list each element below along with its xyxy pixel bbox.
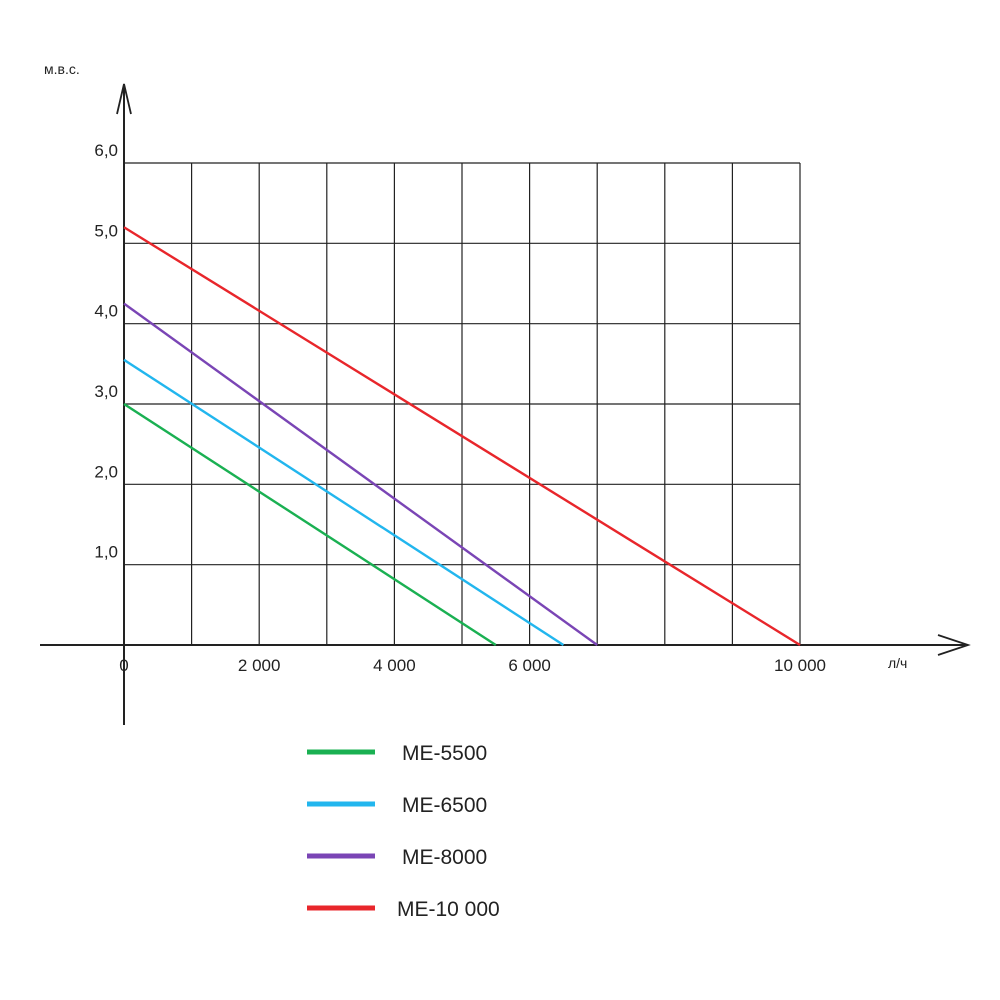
series-line	[123, 226, 801, 647]
legend-label: ME-10 000	[397, 898, 500, 921]
x-tick-label: 0	[119, 656, 128, 675]
series-line	[123, 358, 565, 647]
y-axis-arrow-icon	[116, 83, 132, 115]
y-tick-label: 3,0	[94, 382, 118, 401]
legend-label: ME-8000	[402, 846, 487, 869]
legend: ME-5500 ME-6500 ME-8000 ME-10 000	[307, 742, 500, 921]
x-tick-label: 10 000	[774, 656, 826, 675]
y-tick-label: 4,0	[94, 302, 118, 321]
x-tick-label: 6 000	[508, 656, 551, 675]
x-tick-label: 2 000	[238, 656, 281, 675]
grid	[124, 162, 801, 645]
y-tick-label: 5,0	[94, 221, 118, 240]
y-tick-label: 1,0	[94, 543, 118, 562]
y-tick-label: 2,0	[94, 462, 118, 481]
x-axis-arrow-icon	[937, 634, 971, 656]
y-tick-label: 6,0	[94, 141, 118, 160]
legend-label: ME-5500	[402, 742, 487, 765]
series-line	[123, 402, 497, 647]
x-tick-label: 4 000	[373, 656, 416, 675]
series	[123, 226, 801, 647]
y-axis-label: м.в.с.	[44, 61, 80, 77]
series-line	[123, 302, 598, 646]
x-axis-label: л/ч	[888, 655, 907, 671]
tick-labels: 0 2 000 4 000 6 000 10 000 1,0 2,0 3,0 4,0 5,0 6,0	[94, 141, 826, 675]
legend-label: ME-6500	[402, 794, 487, 817]
